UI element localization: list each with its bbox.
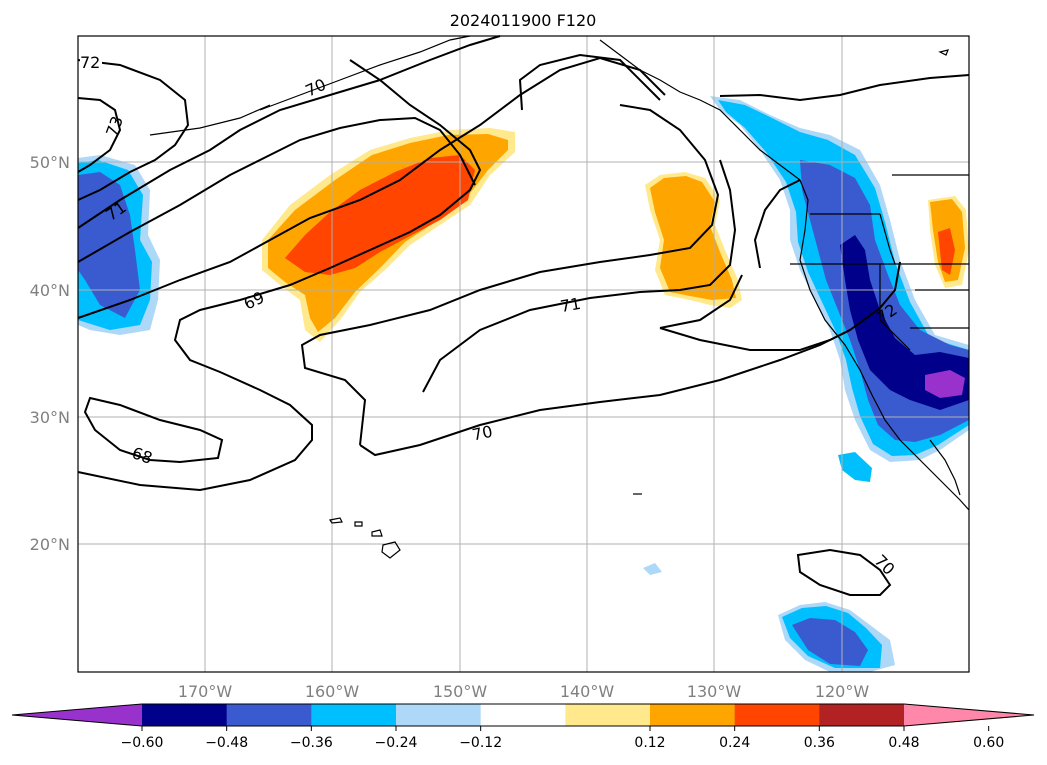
lat-label: 50°N: [30, 153, 70, 172]
lon-label: 130°W: [687, 682, 742, 701]
colorbar-tick-label: 0.36: [804, 735, 835, 751]
colorbar-tick-label: −0.36: [290, 735, 333, 751]
colorbar-tick-label: 0.48: [888, 735, 919, 751]
colorbar-tick-label: 0.24: [719, 735, 750, 751]
colorbar: −0.60 −0.48 −0.36 −0.24 −0.12 0.12 0.24 0.36 0.4…: [11, 703, 1035, 751]
colorbar-extension-high: [904, 704, 1034, 726]
contour-label: 72: [80, 53, 100, 72]
colorbar-tick-label: −0.60: [121, 735, 164, 751]
colorbar-extension-low: [12, 704, 142, 726]
colorbar-segment: [311, 704, 397, 726]
lon-label: 120°W: [815, 682, 870, 701]
map-frame: [77, 35, 970, 673]
lon-label: 160°W: [305, 682, 360, 701]
colorbar-tick-label: −0.24: [375, 735, 418, 751]
contour-label: 71: [559, 294, 582, 316]
colorbar-tick-label: −0.48: [205, 735, 248, 751]
colorbar-segment: [565, 704, 651, 726]
colorbar-tick-label: 0.12: [634, 735, 665, 751]
contours: [77, 35, 970, 596]
map-title: 2024011900 F120: [450, 11, 597, 30]
colorbar-segment: [396, 704, 482, 726]
coastlines: [149, 35, 970, 559]
lon-label: 140°W: [560, 682, 615, 701]
lon-label: 150°W: [433, 682, 488, 701]
contour-label: 70: [470, 422, 494, 445]
colorbar-tick-label: 0.60: [973, 735, 1004, 751]
colorbar-segment: [226, 704, 312, 726]
lat-label: 20°N: [30, 535, 70, 554]
colorbar-segment: [480, 704, 566, 726]
longitude-labels: 170°W 160°W 150°W 140°W 130°W 120°W: [178, 682, 870, 701]
colorbar-segment: [734, 704, 820, 726]
gridlines: [78, 36, 969, 672]
lat-label: 30°N: [30, 408, 70, 427]
lon-label: 170°W: [178, 682, 233, 701]
colorbar-segment: [819, 704, 905, 726]
colorbar-segment: [142, 704, 228, 726]
colorbar-segment: [650, 704, 736, 726]
colorbar-tick-label: −0.12: [459, 735, 502, 751]
lat-label: 40°N: [30, 281, 70, 300]
latitude-labels: 50°N 40°N 30°N 20°N: [30, 153, 70, 554]
map-area: 72 73 70 71 69 71 70 68 72 70: [77, 35, 970, 673]
